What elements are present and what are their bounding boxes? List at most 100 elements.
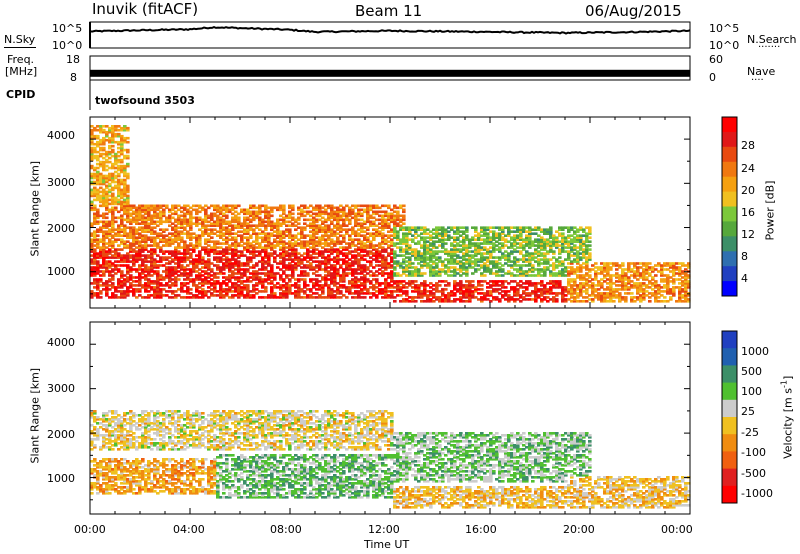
heatmap-cell (426, 266, 430, 269)
heatmap-cell (108, 232, 112, 235)
heatmap-cell (579, 236, 583, 239)
heatmap-cell (189, 226, 193, 229)
heatmap-cell (528, 274, 532, 277)
heatmap-cell (540, 300, 544, 303)
heatmap-cell (96, 270, 100, 273)
heatmap-cell (120, 296, 124, 299)
heatmap-cell (174, 246, 178, 249)
heatmap-cell (543, 298, 547, 301)
heatmap-cell (336, 222, 340, 225)
heatmap-cell (504, 292, 508, 295)
heatmap-cell (510, 244, 514, 247)
heatmap-cell (522, 258, 526, 261)
heatmap-cell (528, 298, 532, 301)
heatmap-cell (201, 280, 205, 283)
heatmap-cell (405, 234, 409, 237)
heatmap-cell (273, 234, 277, 237)
heatmap-cell (516, 298, 520, 301)
heatmap-cell (192, 232, 196, 235)
heatmap-cell (150, 226, 154, 229)
heatmap-cell (453, 284, 457, 287)
heatmap-cell (240, 286, 244, 289)
heatmap-cell (420, 236, 424, 239)
heatmap-cell (381, 290, 385, 293)
heatmap-cell (99, 126, 103, 130)
heatmap-cell (378, 264, 382, 267)
heatmap-cell (498, 248, 502, 251)
heatmap-cell (249, 256, 253, 259)
heatmap-cell (387, 274, 391, 277)
heatmap-cell (90, 174, 94, 178)
heatmap-cell (525, 240, 529, 243)
heatmap-cell (336, 210, 340, 214)
heatmap-cell (429, 266, 433, 269)
heatmap-cell (498, 284, 502, 287)
heatmap-cell (99, 254, 103, 257)
heatmap-cell (576, 270, 580, 273)
heatmap-cell (453, 230, 457, 233)
heatmap-cell (420, 232, 424, 235)
heatmap-cell (96, 260, 100, 263)
heatmap-cell (288, 252, 292, 255)
heatmap-cell (555, 292, 559, 295)
heatmap-cell (108, 146, 112, 150)
heatmap-cell (126, 236, 130, 239)
heatmap-cell (99, 160, 103, 164)
heatmap-cell (333, 264, 337, 267)
heatmap-cell (258, 254, 262, 257)
heatmap-cell (147, 282, 151, 285)
heatmap-cell (441, 236, 445, 239)
heatmap-cell (282, 240, 286, 243)
heatmap-cell (267, 224, 271, 227)
heatmap-cell (150, 228, 154, 231)
heatmap-cell (378, 284, 382, 287)
heatmap-cell (291, 208, 295, 212)
heatmap-cell (384, 260, 388, 263)
heatmap-cell (447, 252, 451, 255)
heatmap-cell (102, 226, 106, 229)
heatmap-cell (312, 218, 316, 222)
heatmap-cell (516, 230, 520, 233)
heatmap-cell (114, 248, 118, 251)
heatmap-cell (546, 296, 550, 299)
heatmap-cell (258, 244, 262, 247)
heatmap-cell (270, 244, 274, 247)
heatmap-cell (366, 290, 370, 293)
heatmap-cell (327, 294, 331, 297)
heatmap-cell (117, 200, 121, 204)
heatmap-cell (558, 292, 562, 295)
heatmap-cell (108, 166, 112, 170)
heatmap-cell (342, 218, 346, 222)
heatmap-cell (195, 286, 199, 289)
heatmap-cell (519, 272, 523, 275)
heatmap-cell (441, 300, 445, 303)
heatmap-cell (210, 218, 214, 222)
heatmap-cell (117, 284, 121, 287)
heatmap-cell (102, 140, 106, 144)
heatmap-cell (336, 228, 340, 231)
heatmap-cell (309, 262, 313, 265)
heatmap-cell (135, 290, 139, 293)
heatmap-cell (279, 292, 283, 295)
heatmap-cell (570, 248, 574, 251)
heatmap-cell (156, 224, 160, 227)
heatmap-cell (381, 260, 385, 263)
heatmap-cell (480, 246, 484, 249)
heatmap-cell (135, 268, 139, 271)
heatmap-cell (159, 228, 163, 231)
heatmap-cell (321, 234, 325, 237)
heatmap-cell (465, 286, 469, 289)
heatmap-cell (330, 228, 334, 231)
heatmap-cell (447, 294, 451, 297)
heatmap-cell (549, 274, 553, 277)
heatmap-cell (225, 232, 229, 235)
heatmap-cell (186, 212, 190, 216)
heatmap-cell (462, 268, 466, 271)
heatmap-cell (168, 218, 172, 222)
heatmap-cell (321, 216, 325, 220)
heatmap-cell (360, 218, 364, 222)
heatmap-cell (300, 262, 304, 265)
heatmap-cell (231, 282, 235, 285)
heatmap-cell (303, 236, 307, 239)
heatmap-cell (381, 236, 385, 239)
